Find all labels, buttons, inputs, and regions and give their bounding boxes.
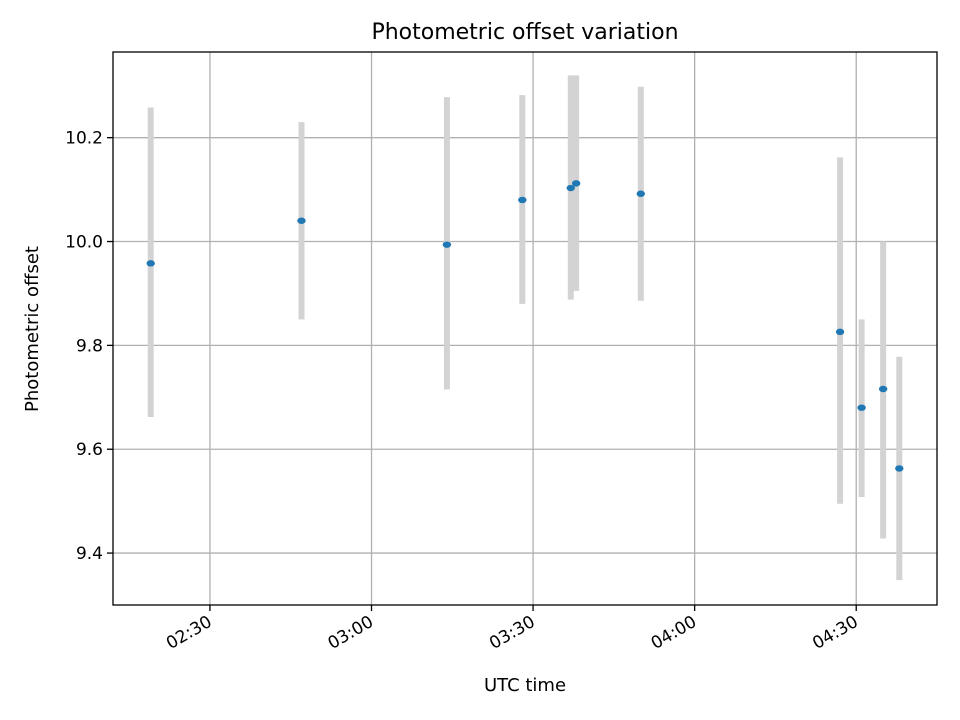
y-axis-label: Photometric offset xyxy=(22,246,43,412)
data-points xyxy=(146,180,904,472)
y-tick-label: 10.2 xyxy=(65,129,103,149)
data-point xyxy=(518,196,527,204)
data-point xyxy=(835,328,845,336)
data-point xyxy=(636,190,645,197)
y-tick-label: 9.6 xyxy=(76,440,103,460)
data-point xyxy=(895,465,904,472)
data-point xyxy=(566,184,575,192)
data-point xyxy=(857,404,866,411)
data-point xyxy=(878,385,888,393)
x-axis-label: UTC time xyxy=(484,675,566,696)
data-point xyxy=(571,180,581,187)
plot-frame xyxy=(112,51,938,606)
chart-title: Photometric offset variation xyxy=(371,20,678,45)
data-point xyxy=(442,241,452,248)
y-tick-label: 9.4 xyxy=(76,544,103,564)
y-tick-label: 9.8 xyxy=(76,336,103,356)
data-point xyxy=(297,217,306,224)
data-point xyxy=(146,260,155,267)
y-tick-label: 10.0 xyxy=(65,233,103,253)
